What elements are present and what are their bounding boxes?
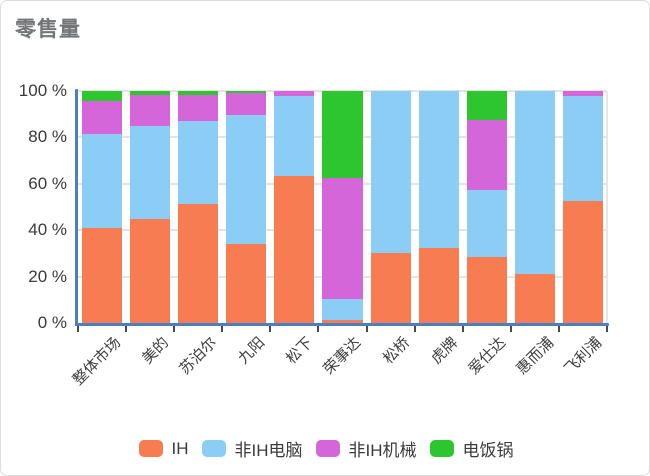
bar-segment[interactable] bbox=[274, 95, 315, 176]
bar-column bbox=[274, 91, 315, 323]
legend-item-4[interactable]: 电饭锅 bbox=[429, 436, 514, 461]
bar-segment[interactable] bbox=[466, 189, 507, 257]
x-tick bbox=[77, 326, 79, 332]
legend-item-1[interactable]: IH bbox=[138, 438, 189, 459]
legend-label: IH bbox=[171, 438, 189, 458]
bar-column bbox=[178, 91, 219, 323]
bar-segment[interactable] bbox=[130, 125, 171, 219]
bar-segment[interactable] bbox=[322, 319, 363, 323]
bar-column bbox=[370, 91, 411, 323]
bar-segment[interactable] bbox=[418, 91, 459, 248]
legend-item-2[interactable]: 非IH电脑 bbox=[201, 436, 303, 461]
y-tick-label: 100 % bbox=[18, 81, 67, 100]
bar-segment[interactable] bbox=[322, 298, 363, 320]
x-axis-label: 爱仕达 bbox=[465, 334, 509, 378]
bar-segment[interactable] bbox=[82, 227, 123, 323]
bar-segment[interactable] bbox=[82, 101, 123, 134]
x-axis-label: 美的 bbox=[139, 334, 173, 368]
gridline bbox=[78, 90, 607, 92]
bar-column bbox=[322, 91, 363, 323]
bar-segment[interactable] bbox=[178, 121, 219, 204]
bar-segment[interactable] bbox=[370, 91, 411, 254]
chart-title: 零售量 bbox=[15, 18, 81, 41]
bar-segment[interactable] bbox=[178, 203, 219, 323]
bar-segment[interactable] bbox=[178, 91, 219, 95]
bar-column bbox=[562, 91, 603, 323]
x-axis-label: 整体市场 bbox=[69, 334, 125, 389]
x-tick bbox=[461, 326, 464, 332]
bar-segment[interactable] bbox=[130, 94, 171, 126]
bar-segment[interactable] bbox=[562, 95, 603, 202]
bar-segment[interactable] bbox=[322, 178, 363, 299]
y-tick-label: 40 % bbox=[28, 220, 67, 240]
x-tick bbox=[413, 326, 416, 332]
bar-segment[interactable] bbox=[274, 175, 315, 323]
y-tick-label: 80 % bbox=[28, 127, 67, 147]
bar-column bbox=[82, 91, 123, 323]
bar-segment[interactable] bbox=[466, 91, 507, 121]
x-tick bbox=[173, 326, 176, 332]
legend-label: 电饭锅 bbox=[462, 441, 514, 460]
x-axis-label: 飞利浦 bbox=[561, 334, 606, 378]
x-tick bbox=[221, 326, 224, 332]
x-tick bbox=[557, 326, 560, 332]
bar-column bbox=[226, 91, 267, 323]
x-axis-label: 苏泊尔 bbox=[176, 334, 221, 378]
y-axis-line bbox=[75, 89, 78, 326]
legend: IH 非IH电脑 非IH机械 电饭锅 bbox=[1, 436, 649, 461]
y-tick-label: 20 % bbox=[28, 266, 67, 286]
bar-column bbox=[130, 91, 171, 323]
bar-segment[interactable] bbox=[226, 115, 267, 245]
plot-right-gridline bbox=[606, 91, 608, 323]
x-tick bbox=[365, 326, 368, 332]
x-tick bbox=[606, 326, 608, 332]
bar-segment[interactable] bbox=[82, 91, 123, 102]
x-axis-line bbox=[75, 323, 609, 326]
bar-segment[interactable] bbox=[226, 91, 267, 94]
bar-column bbox=[514, 91, 555, 323]
x-tick bbox=[317, 326, 320, 332]
legend-swatch bbox=[138, 440, 163, 457]
legend-swatch bbox=[315, 440, 340, 457]
legend-item-3[interactable]: 非IH机械 bbox=[315, 436, 417, 461]
bar-segment[interactable] bbox=[82, 133, 123, 228]
bar-segment[interactable] bbox=[178, 94, 219, 122]
bar-segment[interactable] bbox=[370, 253, 411, 323]
x-tick bbox=[509, 326, 512, 332]
bar-column bbox=[418, 91, 459, 323]
x-axis-label: 松下 bbox=[283, 334, 317, 368]
bar-column bbox=[466, 91, 507, 323]
bar-segment[interactable] bbox=[274, 91, 315, 96]
bar-segment[interactable] bbox=[322, 91, 363, 179]
bar-segment[interactable] bbox=[514, 274, 555, 323]
x-tick bbox=[269, 326, 272, 332]
bar-segment[interactable] bbox=[418, 247, 459, 323]
legend-swatch bbox=[201, 440, 226, 457]
bar-segment[interactable] bbox=[562, 201, 603, 323]
bar-segment[interactable] bbox=[130, 91, 171, 95]
bar-segment[interactable] bbox=[466, 120, 507, 190]
legend-label: 非IH电脑 bbox=[234, 441, 303, 460]
y-tick-label: 0 % bbox=[37, 313, 67, 332]
x-axis-label: 惠而浦 bbox=[513, 334, 558, 378]
bar-segment[interactable] bbox=[226, 93, 267, 116]
bar-segment[interactable] bbox=[514, 91, 555, 275]
bar-segment[interactable] bbox=[562, 91, 603, 96]
bar-segment[interactable] bbox=[226, 244, 267, 323]
x-axis-label: 松桥 bbox=[379, 334, 413, 368]
bar-segment[interactable] bbox=[466, 256, 507, 323]
y-tick-label: 60 % bbox=[28, 173, 67, 193]
bar-segment[interactable] bbox=[130, 218, 171, 323]
x-axis-label: 九阳 bbox=[235, 334, 269, 368]
x-axis-label: 虎牌 bbox=[427, 334, 461, 368]
x-axis-label: 荣事达 bbox=[320, 334, 365, 378]
legend-swatch bbox=[429, 440, 454, 457]
legend-label: 非IH机械 bbox=[348, 441, 417, 460]
x-tick bbox=[125, 326, 128, 332]
